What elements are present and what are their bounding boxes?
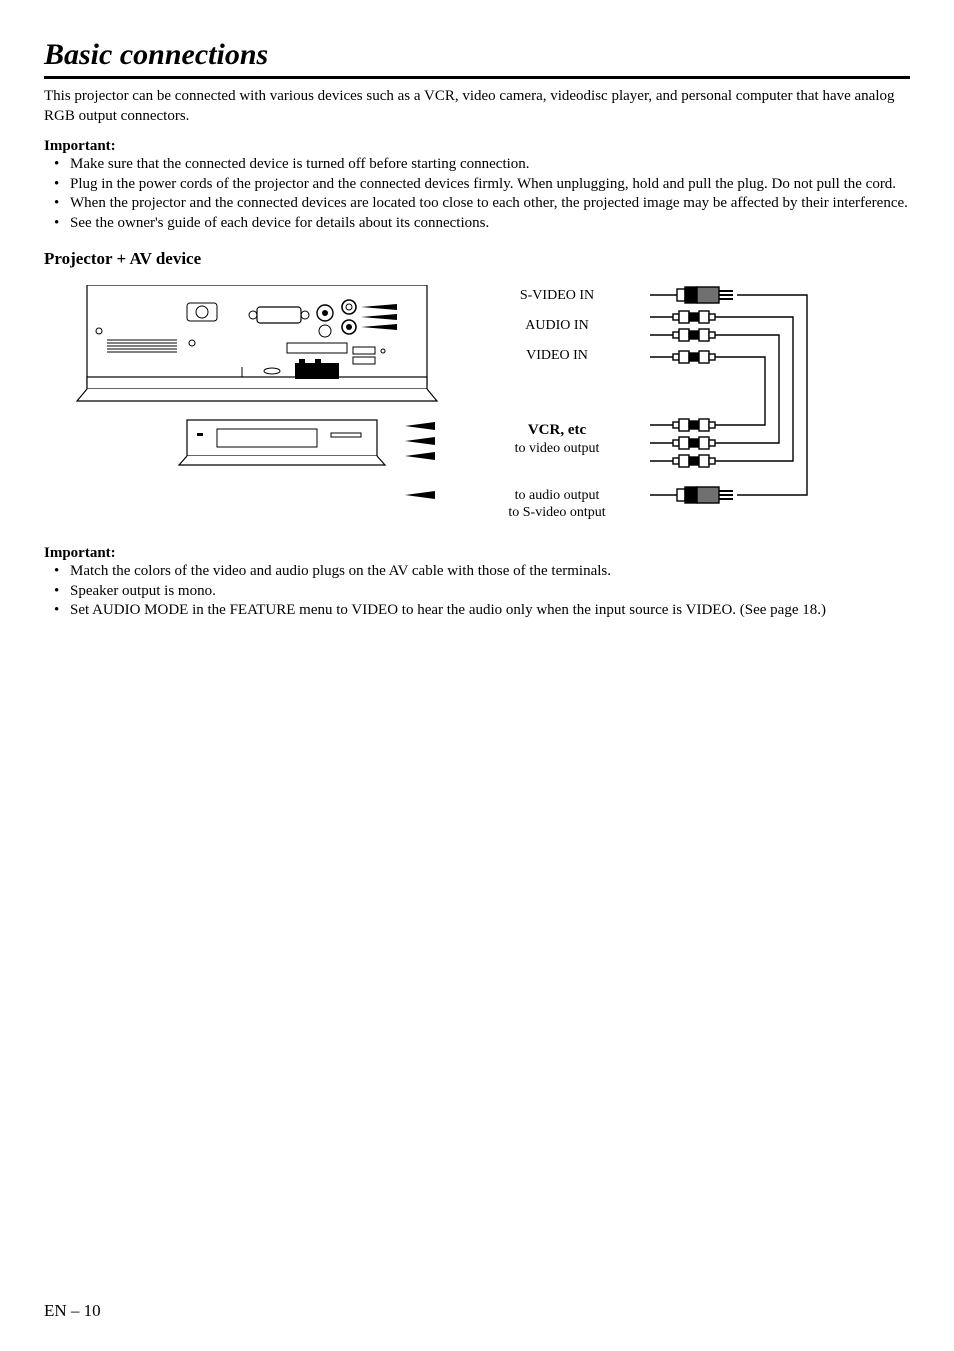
important1-label: Important: xyxy=(44,138,910,155)
list-item: Set AUDIO MODE in the FEATURE menu to VI… xyxy=(58,601,910,621)
label-video-in: VIDEO IN xyxy=(467,349,647,363)
list-item: Match the colors of the video and audio … xyxy=(58,562,910,582)
label-svideo-in: S-VIDEO IN xyxy=(467,289,647,303)
label-audio-in: AUDIO IN xyxy=(467,319,647,333)
vcr-icon xyxy=(179,420,385,465)
projector-panel-icon xyxy=(77,285,437,401)
cable-lines xyxy=(737,295,807,495)
list-item: Make sure that the connected device is t… xyxy=(58,155,910,175)
label-to-svideo: to S-video ontput xyxy=(467,505,647,522)
list-item: When the projector and the connected dev… xyxy=(58,194,910,214)
arrow-icons xyxy=(405,422,435,499)
list-item: See the owner's guide of each device for… xyxy=(58,214,910,234)
list-item: Plug in the power cords of the projector… xyxy=(58,175,910,195)
page-title: Basic connections xyxy=(44,38,910,72)
label-to-video: to video output xyxy=(467,441,647,458)
label-vcr: VCR, etc xyxy=(467,421,647,439)
label-to-audio: to audio output xyxy=(467,488,647,505)
title-rule xyxy=(44,76,910,79)
list-item: Speaker output is mono. xyxy=(58,582,910,602)
connection-diagram: S-VIDEO IN AUDIO IN VIDEO IN VCR, etc to… xyxy=(67,285,887,535)
intro-text: This projector can be connected with var… xyxy=(44,87,910,126)
important2-list: Match the colors of the video and audio … xyxy=(44,562,910,621)
page-footer: EN – 10 xyxy=(44,1301,101,1321)
important1-list: Make sure that the connected device is t… xyxy=(44,155,910,233)
important2-label: Important: xyxy=(44,545,910,562)
section-subhead: Projector + AV device xyxy=(44,249,910,269)
cable-icons xyxy=(650,287,737,503)
